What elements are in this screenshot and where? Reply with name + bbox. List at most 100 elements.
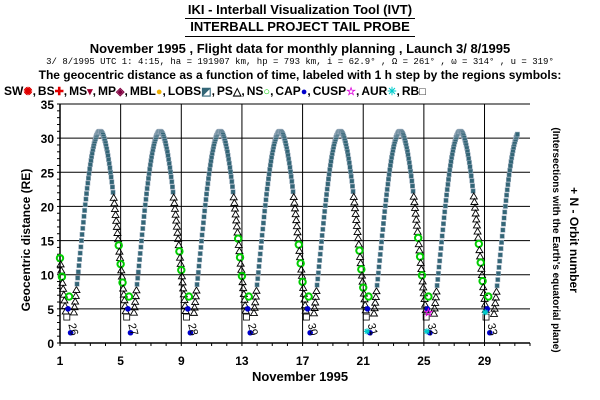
legend-separator: ,: [92, 84, 97, 98]
neutral-sheet-point: [357, 265, 366, 274]
plasma-sheet-point: [251, 292, 261, 300]
lobe-point: [436, 264, 442, 270]
lobe-point: [346, 160, 352, 166]
lobe-point: [437, 252, 443, 258]
lobe-point: [265, 181, 271, 187]
legend-symbol-icon: ◈: [116, 86, 125, 98]
lobe-point: [84, 185, 90, 191]
lobe-point: [79, 238, 84, 244]
legend-separator: ,: [32, 84, 36, 98]
plasma-sheet-point: [130, 297, 140, 305]
lobe-point: [375, 270, 381, 276]
lobe-point: [507, 167, 513, 173]
lobe-point: [444, 187, 450, 193]
lobe-point: [410, 188, 416, 194]
lobe-point: [438, 245, 444, 251]
plasma-sheet-point: [297, 271, 307, 279]
legend-separator: ,: [124, 84, 128, 98]
lobe-point: [205, 181, 211, 187]
cusp-point: [423, 307, 434, 317]
lobe-point: [382, 203, 388, 209]
plasma-sheet-point: [115, 253, 125, 261]
page-subtitle: INTERBALL PROJECT TAIL PROBE: [190, 19, 410, 34]
region-legend: SW✺, BS✚, MS▾, MP◈, MBL●, LOBS◩, PS△, NS○, CAP●,…: [4, 84, 600, 98]
lobe-point: [445, 181, 451, 187]
plasma-sheet-point: [171, 216, 181, 224]
x-tick-label: 17: [296, 354, 310, 368]
orbit-params-line: 3/ 8/1995 UTC 1: 4:15, ha = 191907 km, h…: [46, 57, 554, 67]
radiation-belt-point: [422, 313, 430, 321]
plasma-sheet-point: [111, 216, 121, 224]
plasma-sheet-point: [58, 278, 67, 286]
lobe-point: [447, 167, 453, 173]
legend-symbol-icon: ✺: [23, 86, 33, 98]
plasma-sheet-point: [416, 258, 425, 266]
subtitle-rule: [185, 36, 415, 37]
plasma-sheet-point: [129, 308, 139, 316]
lobe-point: [77, 250, 83, 256]
lobe-point: [317, 251, 323, 257]
aurora-point: [364, 328, 371, 335]
lobe-point: [204, 186, 210, 192]
plasma-sheet-point: [173, 234, 183, 242]
lobe-point: [258, 245, 264, 251]
legend-label: BS: [37, 84, 55, 98]
lobe-point: [207, 162, 213, 168]
cap-point: [247, 329, 254, 336]
legend-label: CAP: [275, 84, 301, 98]
lobe-point: [386, 171, 392, 177]
plasma-sheet-point: [470, 203, 480, 211]
chart-axes: [57, 103, 531, 346]
lobe-point: [386, 176, 391, 182]
lobe-point: [195, 276, 201, 281]
lobe-point: [194, 282, 200, 287]
plasma-sheet-point: [295, 246, 304, 254]
chart-grid: [59, 103, 530, 344]
orbit-number-axis-label: + N - Orbit number: [567, 187, 581, 293]
lobe-point: [348, 173, 354, 179]
cap-point: [304, 306, 311, 312]
lobe-point: [203, 197, 209, 202]
radiation-belt-point: [63, 313, 71, 321]
lobe-point: [387, 167, 393, 173]
orbit-number-label: 26: [65, 322, 80, 337]
lobe-point: [266, 176, 271, 182]
lobe-point: [318, 245, 324, 251]
lobe-point: [257, 257, 263, 263]
plasma-sheet-point: [432, 287, 441, 295]
lobe-point: [442, 209, 448, 215]
lobe-point: [267, 162, 273, 168]
plasma-sheet-point: [238, 283, 248, 292]
lobe-point: [506, 177, 511, 183]
legend-item-aur: AUR✳,: [361, 84, 400, 98]
legend-separator: ,: [63, 84, 68, 98]
lobe-point: [168, 174, 174, 180]
plasma-sheet-point: [353, 233, 363, 242]
plasma-sheet-point: [71, 291, 81, 299]
neutral-sheet-point: [235, 253, 245, 262]
cap-point: [487, 329, 493, 336]
lobe-point: [327, 167, 333, 173]
lobe-point: [147, 162, 153, 168]
lobe-point: [257, 251, 263, 257]
legend-separator: ,: [355, 84, 360, 98]
lobe-point: [146, 171, 152, 177]
lobe-point: [170, 189, 176, 195]
lobe-point: [87, 166, 93, 172]
plasma-sheet-point: [351, 209, 360, 217]
y-tick-label: 15: [41, 235, 55, 249]
plasma-sheet-point: [113, 228, 122, 236]
plasma-sheet-point: [311, 292, 321, 300]
lobe-point: [230, 184, 235, 190]
lobe-point: [444, 192, 450, 198]
legend-label: RB: [401, 84, 420, 98]
lobe-point: [320, 220, 326, 226]
legend-symbol-icon: ☆: [346, 86, 356, 98]
plasma-sheet-point: [58, 284, 68, 292]
lobe-point: [226, 160, 232, 166]
plasma-sheet-point: [353, 227, 362, 235]
lobe-point: [494, 283, 500, 289]
plasma-sheet-point: [178, 283, 188, 292]
lobe-point: [79, 232, 85, 237]
